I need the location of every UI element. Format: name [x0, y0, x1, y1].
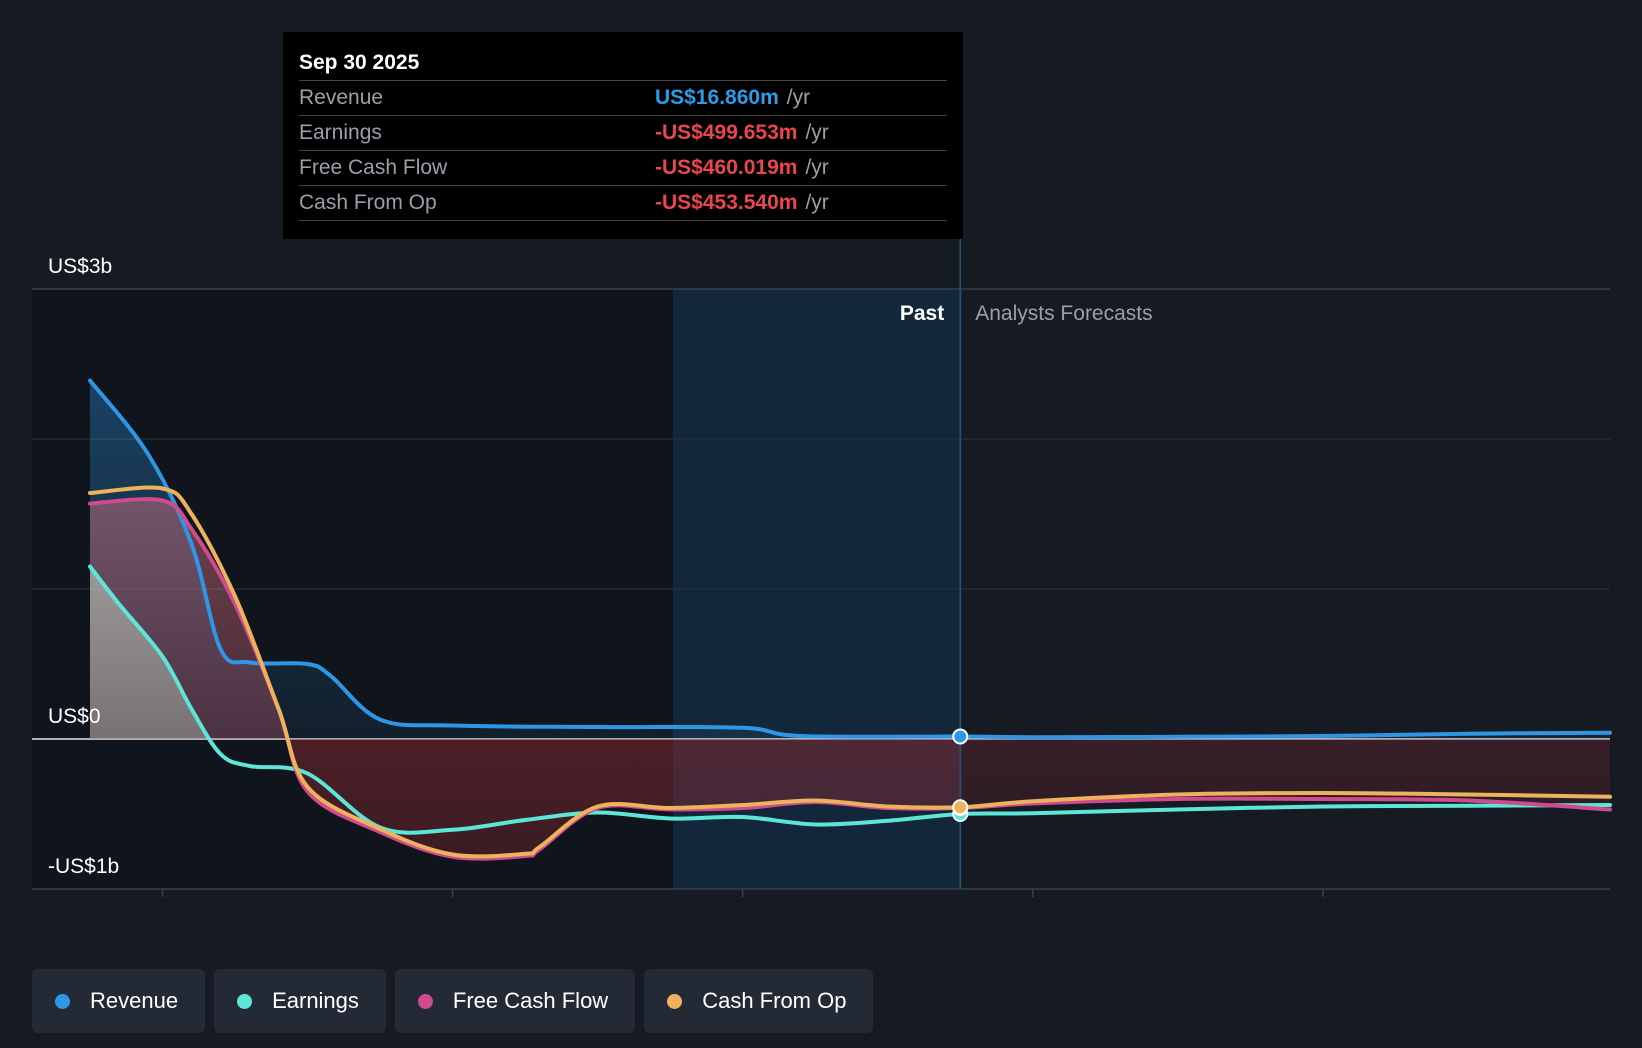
tooltip-unit: /yr — [786, 86, 811, 109]
legend-item-cash-from-op[interactable]: Cash From Op — [644, 969, 874, 1033]
tooltip-value: -US$460.019m — [655, 156, 798, 179]
free-cash-flow-area — [90, 499, 1610, 739]
past-label: Past — [900, 302, 944, 325]
tooltip-value: US$16.860m — [655, 86, 779, 109]
chart-area: Past Analysts Forecasts US$3bUS$0-US$1b … — [32, 239, 1612, 897]
free-cash-flow-dot-icon — [417, 993, 433, 1009]
tooltip-label: Revenue — [299, 86, 384, 109]
series-line-earnings — [88, 564, 1612, 835]
tooltip-row-earnings: Earnings -US$499.653m /yr — [299, 115, 947, 150]
series-line-cash-from-op — [88, 485, 1612, 859]
y-tick-label: US$0 — [48, 705, 101, 728]
tooltip-row-free-cash-flow: Free Cash Flow -US$460.019m /yr — [299, 150, 947, 185]
y-tick-label: -US$1b — [48, 855, 119, 878]
legend: Revenue Earnings Free Cash Flow Cash Fro… — [32, 969, 874, 1033]
tooltip-panel: Sep 30 2025 Revenue US$16.860m /yr Earni… — [283, 32, 963, 239]
tooltip-date: Sep 30 2025 — [299, 51, 420, 74]
legend-item-earnings[interactable]: Earnings — [214, 969, 386, 1033]
legend-label: Cash From Op — [702, 988, 847, 1013]
legend-label: Revenue — [90, 988, 179, 1013]
legend-label: Free Cash Flow — [452, 988, 609, 1013]
cash-from-op-dot-icon — [667, 993, 683, 1009]
negative-area-past — [90, 739, 961, 859]
legend-item-free-cash-flow[interactable]: Free Cash Flow — [394, 969, 636, 1033]
earnings-dot-icon — [237, 993, 253, 1009]
tooltip-unit: /yr — [805, 156, 829, 179]
tooltip-row-cash-from-op: Cash From Op -US$453.540m /yr — [299, 185, 947, 221]
marker-cash-from-op — [952, 799, 969, 816]
tooltip-label: Cash From Op — [299, 191, 437, 214]
tooltip-row-revenue: Revenue US$16.860m /yr — [299, 80, 947, 115]
y-tick-label: US$3b — [48, 255, 112, 278]
marker-revenue — [952, 728, 969, 745]
tooltip-label: Earnings — [299, 121, 382, 144]
negative-area-forecast — [960, 739, 1610, 810]
tooltip-value: -US$453.540m — [655, 191, 798, 214]
series-line-revenue — [88, 378, 1612, 740]
legend-label: Earnings — [272, 988, 359, 1013]
tooltip-label: Free Cash Flow — [299, 156, 448, 179]
forecast-label: Analysts Forecasts — [975, 302, 1152, 325]
tooltip-unit: /yr — [805, 191, 829, 214]
tooltip-unit: /yr — [805, 121, 829, 144]
legend-item-revenue[interactable]: Revenue — [32, 969, 206, 1033]
revenue-dot-icon — [55, 993, 70, 1009]
tooltip-value: -US$499.653m — [655, 121, 798, 144]
